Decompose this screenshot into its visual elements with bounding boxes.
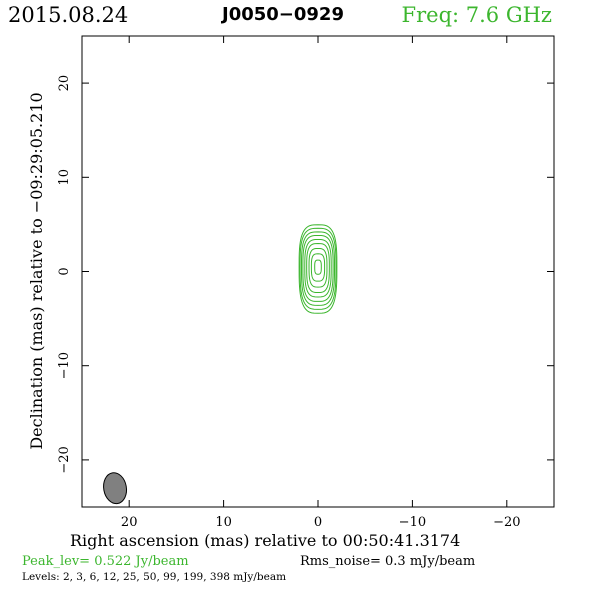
x-tick-label: 0 (314, 515, 322, 530)
contour-level-3 (299, 227, 337, 310)
y-tick-label: 20 (57, 75, 72, 92)
x-axis-label: Right ascension (mas) relative to 00:50:… (70, 531, 461, 550)
observation-date: 2015.08.24 (8, 3, 129, 27)
contour-level-50 (306, 243, 330, 294)
contour-levels: Levels: 2, 3, 6, 12, 25, 50, 99, 199, 39… (22, 571, 287, 583)
y-axis-label: Declination (mas) relative to −09:29:05.… (27, 92, 46, 449)
contour-level-25 (304, 238, 332, 298)
contour-level-2 (298, 224, 338, 314)
source-name: J0050−0929 (222, 4, 344, 25)
contour-level-199 (310, 253, 326, 282)
y-tick-label: 10 (57, 169, 72, 186)
y-tick-label: 0 (57, 267, 72, 275)
axis-ticks: 20 10 0 −10 −20 20 10 0 −10 −20 (57, 36, 554, 530)
y-tick-label: −20 (57, 446, 72, 473)
contour-lines (298, 224, 338, 314)
x-tick-label: 10 (215, 515, 232, 530)
contour-level-99 (308, 247, 328, 288)
x-tick-label: 20 (121, 515, 138, 530)
y-tick-label: −10 (57, 352, 72, 379)
x-tick-label: −20 (493, 515, 520, 530)
contour-level-398 (314, 259, 322, 275)
contour-level-12 (302, 234, 334, 302)
contour-level-6 (300, 231, 336, 306)
rms-noise: Rms_noise= 0.3 mJy/beam (300, 554, 476, 569)
plot-frame (81, 35, 555, 508)
beam-shape (103, 472, 128, 505)
peak-level: Peak_lev= 0.522 Jy/beam (22, 554, 189, 569)
beam-ellipse (103, 472, 128, 505)
x-tick-label: −10 (399, 515, 426, 530)
frequency-label: Freq: 7.6 GHz (401, 3, 552, 27)
